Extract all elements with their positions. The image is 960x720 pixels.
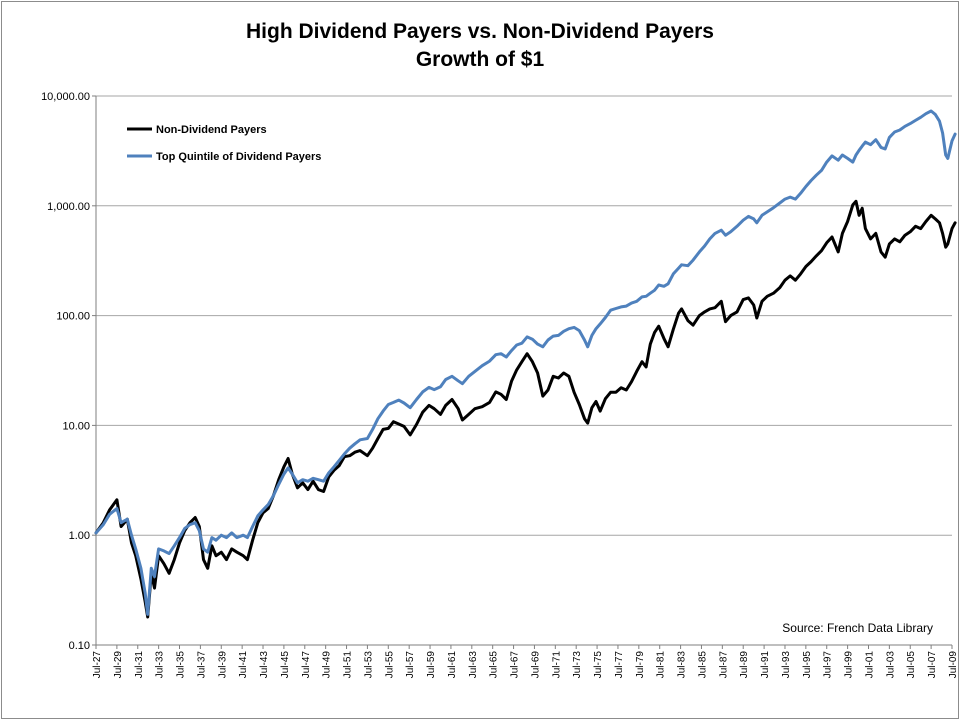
x-tick-label: Jul-37 <box>196 651 207 679</box>
x-tick-label: Jul-85 <box>697 651 708 679</box>
x-tick-label: Jul-71 <box>551 651 562 679</box>
x-tick-label: Jul-59 <box>426 651 437 679</box>
y-tick-label: 1.00 <box>69 530 90 542</box>
x-tick-label: Jul-29 <box>113 651 124 679</box>
y-tick-label: 10.00 <box>62 420 90 432</box>
x-tick-label: Jul-79 <box>635 651 646 679</box>
x-tick-label: Jul-05 <box>906 651 917 679</box>
x-tick-label: Jul-27 <box>92 651 103 679</box>
x-tick-label: Jul-81 <box>656 651 667 679</box>
x-tick-label: Jul-07 <box>927 651 938 679</box>
x-tick-label: Jul-73 <box>572 651 583 679</box>
x-tick-label: Jul-49 <box>322 651 333 679</box>
x-tick-label: Jul-89 <box>739 651 750 679</box>
x-tick-label: Jul-57 <box>405 651 416 679</box>
x-tick-label: Jul-87 <box>718 651 729 679</box>
x-tick-label: Jul-67 <box>510 651 521 679</box>
x-tick-label: Jul-77 <box>614 651 625 679</box>
x-tick-label: Jul-69 <box>530 651 541 679</box>
legend-label: Non-Dividend Payers <box>156 124 267 136</box>
x-tick-label: Jul-63 <box>468 651 479 679</box>
x-tick-label: Jul-09 <box>948 651 959 679</box>
series-line-non-dividend <box>94 199 957 619</box>
x-tick-label: Jul-99 <box>844 651 855 679</box>
x-tick-label: Jul-97 <box>823 651 834 679</box>
x-tick-label: Jul-95 <box>802 651 813 679</box>
x-tick-label: Jul-03 <box>885 651 896 679</box>
x-tick-label: Jul-43 <box>259 651 270 679</box>
x-tick-label: Jul-75 <box>593 651 604 679</box>
x-tick-label: Jul-01 <box>864 651 875 679</box>
y-tick-label: 0.10 <box>69 640 90 652</box>
chart-title: High Dividend Payers vs. Non-Dividend Pa… <box>246 20 714 43</box>
x-tick-label: Jul-55 <box>384 651 395 679</box>
x-tick-label: Jul-93 <box>781 651 792 679</box>
x-tick-label: Jul-91 <box>760 651 771 679</box>
x-tick-label: Jul-53 <box>363 651 374 679</box>
chart-subtitle: Growth of $1 <box>415 48 545 71</box>
chart-title-block: High Dividend Payers vs. Non-Dividend Pa… <box>0 18 960 74</box>
x-tick-label: Jul-45 <box>280 651 291 679</box>
y-tick-label: 1,000.00 <box>47 201 90 213</box>
x-tick-label: Jul-33 <box>155 651 166 679</box>
x-tick-label: Jul-31 <box>134 651 145 679</box>
series-line-top-quintile <box>94 109 957 616</box>
x-tick-label: Jul-41 <box>238 651 249 679</box>
x-tick-label: Jul-83 <box>677 651 688 679</box>
legend-label: Top Quintile of Dividend Payers <box>156 151 321 163</box>
y-tick-label: 100.00 <box>56 311 90 323</box>
x-tick-label: Jul-35 <box>176 651 187 679</box>
y-tick-label: 10,000.00 <box>41 91 90 103</box>
x-tick-label: Jul-51 <box>343 651 354 679</box>
x-tick-label: Jul-39 <box>217 651 228 679</box>
x-tick-label: Jul-61 <box>447 651 458 679</box>
source-note: Source: French Data Library <box>782 621 933 635</box>
x-tick-label: Jul-47 <box>301 651 312 679</box>
x-tick-label: Jul-65 <box>489 651 500 679</box>
